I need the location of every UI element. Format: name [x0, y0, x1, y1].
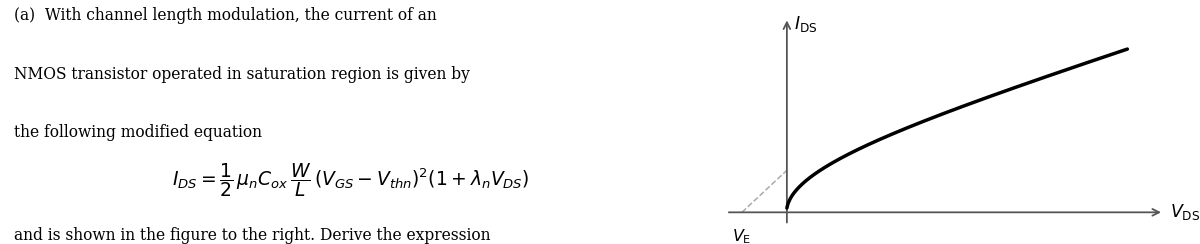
- Text: $V_{\mathrm{DS}}$: $V_{\mathrm{DS}}$: [1170, 202, 1200, 222]
- Text: $I_{DS} = \dfrac{1}{2}\,\mu_n C_{ox}\, \dfrac{W}{L}\,(V_{GS} - V_{thn})^2(1 + \l: $I_{DS} = \dfrac{1}{2}\,\mu_n C_{ox}\, \…: [173, 161, 530, 199]
- Text: $V_{\mathrm{E}}$: $V_{\mathrm{E}}$: [732, 227, 751, 244]
- Text: and is shown in the figure to the right. Derive the expression: and is shown in the figure to the right.…: [14, 227, 491, 244]
- Text: the following modified equation: the following modified equation: [14, 124, 262, 142]
- Text: NMOS transistor operated in saturation region is given by: NMOS transistor operated in saturation r…: [14, 66, 469, 83]
- Text: $I_{\mathrm{DS}}$: $I_{\mathrm{DS}}$: [794, 14, 817, 34]
- Text: (a)  With channel length modulation, the current of an: (a) With channel length modulation, the …: [14, 7, 437, 24]
